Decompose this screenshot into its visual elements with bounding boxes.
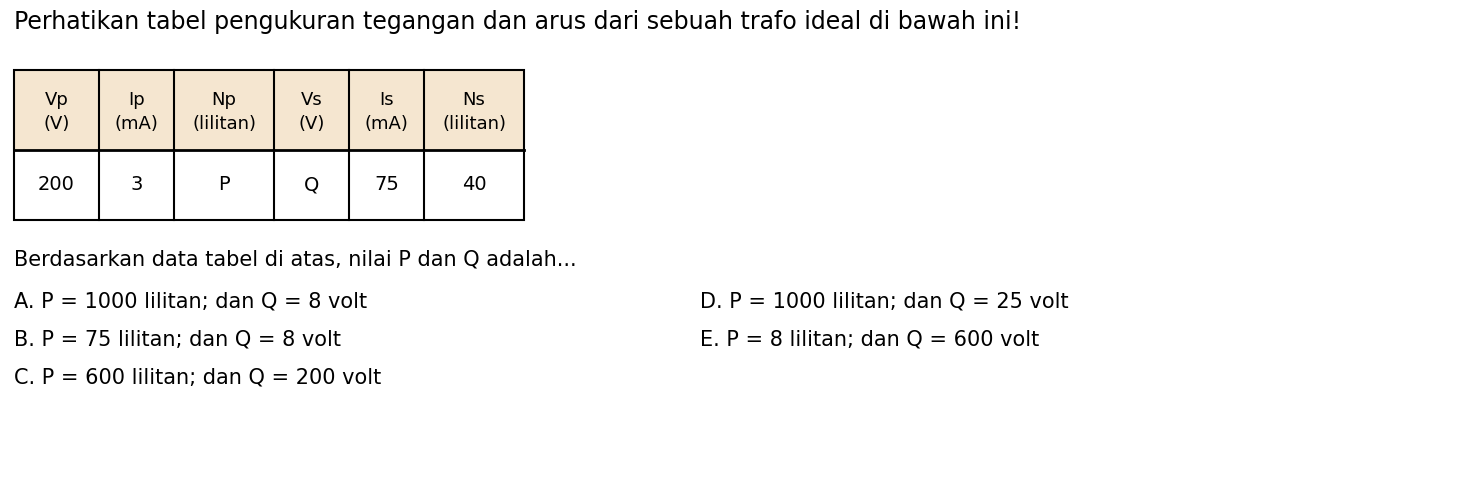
- Text: 75: 75: [374, 175, 399, 195]
- Text: P: P: [219, 175, 230, 195]
- Text: A. P = 1000 lilitan; dan Q = 8 volt: A. P = 1000 lilitan; dan Q = 8 volt: [15, 292, 367, 312]
- Bar: [15, 70, 524, 150]
- Text: Q: Q: [304, 175, 320, 195]
- Text: Vp: Vp: [44, 91, 69, 109]
- Text: (mA): (mA): [365, 115, 408, 133]
- Text: (V): (V): [298, 115, 324, 133]
- Bar: [15, 70, 524, 220]
- Text: C. P = 600 lilitan; dan Q = 200 volt: C. P = 600 lilitan; dan Q = 200 volt: [15, 368, 381, 388]
- Text: 200: 200: [38, 175, 75, 195]
- Text: Perhatikan tabel pengukuran tegangan dan arus dari sebuah trafo ideal di bawah i: Perhatikan tabel pengukuran tegangan dan…: [15, 10, 1021, 34]
- Text: B. P = 75 lilitan; dan Q = 8 volt: B. P = 75 lilitan; dan Q = 8 volt: [15, 330, 340, 350]
- Text: (mA): (mA): [114, 115, 158, 133]
- Text: (lilitan): (lilitan): [192, 115, 257, 133]
- Text: Ns: Ns: [462, 91, 486, 109]
- Text: Berdasarkan data tabel di atas, nilai P dan Q adalah...: Berdasarkan data tabel di atas, nilai P …: [15, 250, 577, 270]
- Text: 40: 40: [462, 175, 487, 195]
- Text: Vs: Vs: [301, 91, 323, 109]
- Text: Np: Np: [211, 91, 236, 109]
- Text: Is: Is: [378, 91, 393, 109]
- Text: (V): (V): [44, 115, 70, 133]
- Text: (lilitan): (lilitan): [442, 115, 506, 133]
- Text: 3: 3: [131, 175, 142, 195]
- Text: Ip: Ip: [128, 91, 145, 109]
- Text: D. P = 1000 lilitan; dan Q = 25 volt: D. P = 1000 lilitan; dan Q = 25 volt: [700, 292, 1068, 312]
- Text: E. P = 8 lilitan; dan Q = 600 volt: E. P = 8 lilitan; dan Q = 600 volt: [700, 330, 1039, 350]
